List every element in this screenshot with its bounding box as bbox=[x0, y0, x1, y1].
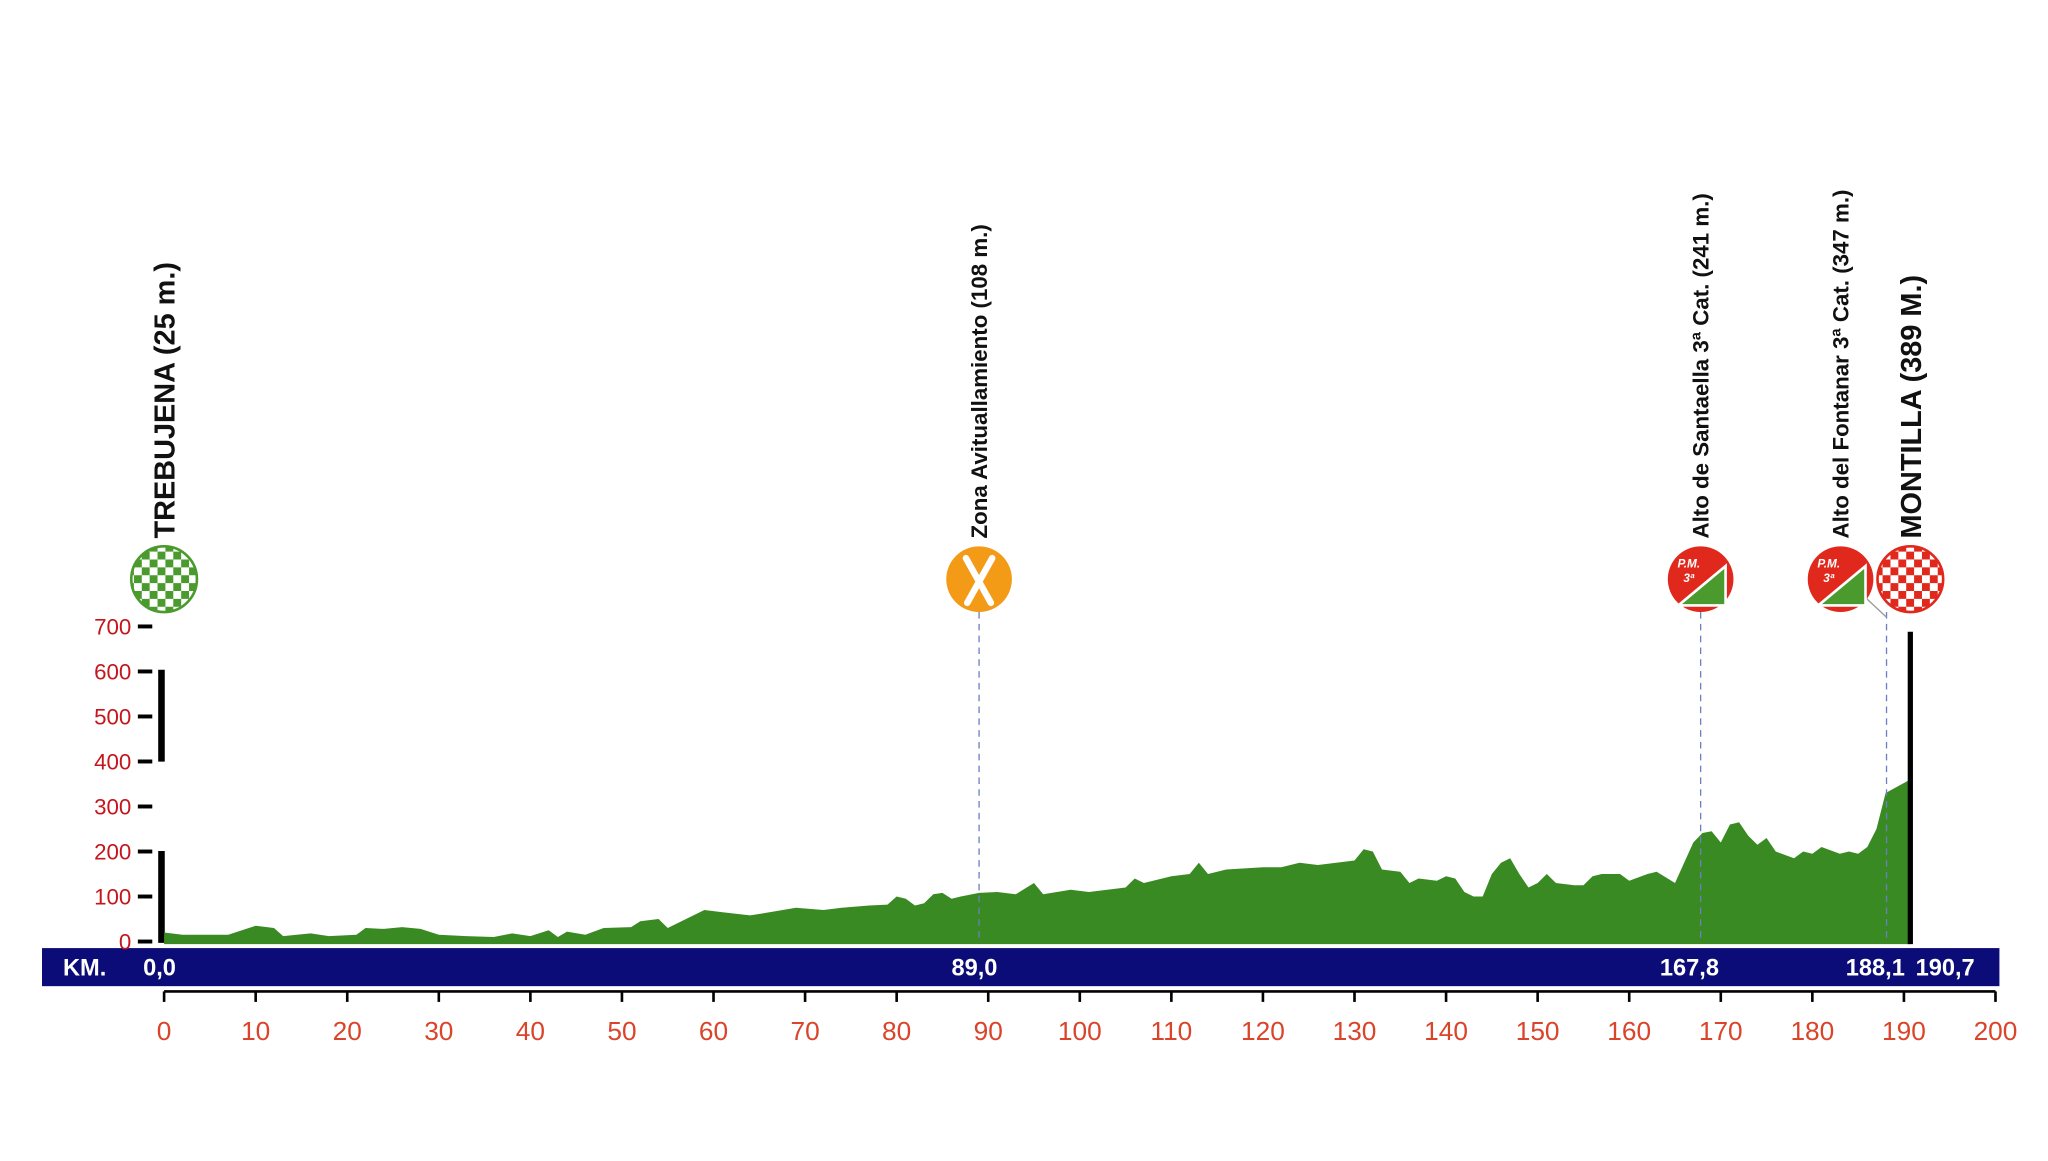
waypoint-name: MONTILLA (389 M.) bbox=[1896, 275, 1928, 539]
x-tick-label: 0 bbox=[157, 1016, 172, 1046]
x-tick-label: 160 bbox=[1607, 1016, 1651, 1046]
icon-text: 3ª bbox=[1823, 571, 1835, 585]
icon-text: P.M. bbox=[1677, 556, 1700, 570]
km-label: 167,8 bbox=[1660, 956, 1719, 982]
x-tick-label: 120 bbox=[1241, 1016, 1285, 1046]
x-tick-label: 40 bbox=[516, 1016, 545, 1046]
band-label: KM. bbox=[63, 956, 106, 982]
x-tick-label: 60 bbox=[699, 1016, 728, 1046]
x-tick-label: 100 bbox=[1058, 1016, 1102, 1046]
y-tick-label: 400 bbox=[94, 749, 131, 774]
x-tick-label: 150 bbox=[1516, 1016, 1560, 1046]
icon-text: 3ª bbox=[1683, 571, 1695, 585]
y-tick-label: 200 bbox=[94, 839, 131, 864]
connector bbox=[1866, 598, 1887, 618]
x-tick-label: 170 bbox=[1699, 1016, 1743, 1046]
waypoint-icon bbox=[1876, 545, 1945, 614]
y-tick-label: 300 bbox=[94, 794, 131, 819]
x-tick-label: 130 bbox=[1333, 1016, 1377, 1046]
y-tick-label: 0 bbox=[119, 929, 131, 954]
waypoint-icon: P.M.3ª bbox=[1667, 546, 1734, 613]
x-tick-label: 110 bbox=[1150, 1016, 1192, 1046]
fork-knife bbox=[962, 554, 996, 607]
climb-shape bbox=[1814, 563, 1867, 607]
icon-text: P.M. bbox=[1817, 556, 1840, 570]
x-tick-label: 90 bbox=[974, 1016, 1003, 1046]
x-tick-label: 80 bbox=[882, 1016, 911, 1046]
y-tick-label: 100 bbox=[94, 884, 131, 909]
waypoint-icon bbox=[129, 545, 199, 614]
y-tick-label: 600 bbox=[94, 659, 131, 684]
km-label: 0,0 bbox=[143, 956, 176, 982]
waypoint-icon bbox=[946, 546, 1012, 613]
waypoint-name: Alto del Fontanar 3ª Cat. (347 m.) bbox=[1828, 190, 1853, 539]
climb-shape bbox=[1674, 563, 1727, 607]
x-tick-label: 140 bbox=[1424, 1016, 1468, 1046]
x-tick-label: 20 bbox=[333, 1016, 362, 1046]
waypoint-name: Zona Avituallamiento (108 m.) bbox=[967, 224, 992, 538]
x-tick-label: 70 bbox=[790, 1016, 819, 1046]
elevation-area bbox=[164, 779, 1911, 945]
x-tick-label: 180 bbox=[1790, 1016, 1834, 1046]
icon-circle bbox=[1876, 545, 1945, 614]
x-tick-label: 50 bbox=[607, 1016, 636, 1046]
x-tick-label: 30 bbox=[424, 1016, 453, 1046]
km-band bbox=[42, 948, 2000, 987]
x-tick-label: 190 bbox=[1882, 1016, 1926, 1046]
km-label: 188,1 bbox=[1846, 956, 1905, 982]
x-tick-label: 10 bbox=[241, 1016, 270, 1046]
km-label: 190,7 bbox=[1916, 956, 1975, 982]
waypoint-name: Alto de Santaella 3ª Cat. (241 m.) bbox=[1689, 193, 1714, 538]
km-label: 89,0 bbox=[951, 956, 997, 982]
x-tick-label: 200 bbox=[1974, 1016, 2018, 1046]
waypoint-icon: P.M.3ª bbox=[1807, 546, 1874, 613]
y-tick-label: 500 bbox=[94, 704, 131, 729]
waypoint-name: TREBUJENA (25 m.) bbox=[150, 262, 182, 539]
y-tick-label: 700 bbox=[94, 614, 131, 639]
icon-circle bbox=[129, 545, 199, 614]
